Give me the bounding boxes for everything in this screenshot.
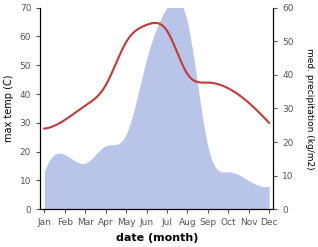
Y-axis label: med. precipitation (kg/m2): med. precipitation (kg/m2) [305,48,314,169]
Y-axis label: max temp (C): max temp (C) [4,75,14,142]
X-axis label: date (month): date (month) [115,233,198,243]
